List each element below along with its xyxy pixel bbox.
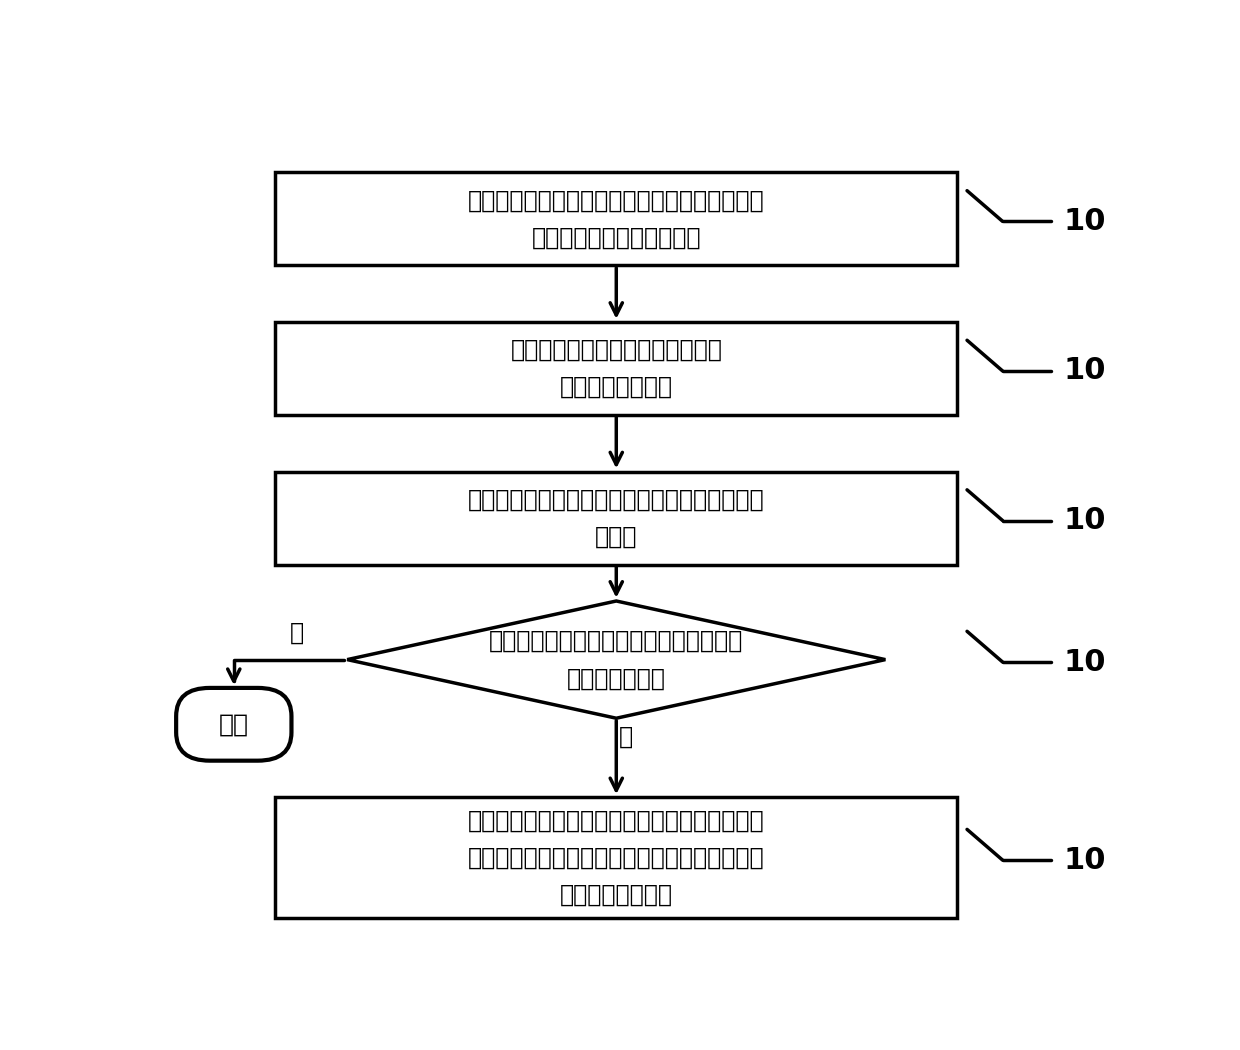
Text: 10: 10 — [1063, 845, 1106, 875]
FancyBboxPatch shape — [275, 797, 957, 919]
Text: 10: 10 — [1063, 648, 1106, 676]
Text: 将输出时钟信号作为反馈时钟信号输入第二锁相
环回路: 将输出时钟信号作为反馈时钟信号输入第二锁相 环回路 — [467, 487, 765, 549]
FancyBboxPatch shape — [275, 322, 957, 415]
FancyBboxPatch shape — [176, 688, 291, 760]
FancyBboxPatch shape — [275, 471, 957, 565]
Text: 将第一时钟信号输入第一锁相环回路，将第二时
钟信号输入第二锁相环回路: 将第一时钟信号输入第一锁相环回路，将第二时 钟信号输入第二锁相环回路 — [467, 188, 765, 250]
Text: 调整预置的第一时钟信号与其输出时钟信号的相
位差，直至检测到第二锁相环回路的输出信号中
存在相位锁定信号: 调整预置的第一时钟信号与其输出时钟信号的相 位差，直至检测到第二锁相环回路的输出… — [467, 808, 765, 907]
Text: 10: 10 — [1063, 207, 1106, 236]
Text: 结束: 结束 — [218, 712, 249, 736]
Text: 10: 10 — [1063, 506, 1106, 536]
Text: 是: 是 — [290, 621, 304, 645]
Text: 预置第一时钟信号与其产生的输出
时钟信号的相位差: 预置第一时钟信号与其产生的输出 时钟信号的相位差 — [511, 338, 722, 399]
FancyBboxPatch shape — [275, 172, 957, 266]
Text: 否: 否 — [619, 724, 632, 749]
Text: 10: 10 — [1063, 357, 1106, 385]
Polygon shape — [347, 601, 885, 718]
Text: 检测第二锁相环回路的输出信号中是否存
在相位锁定信号: 检测第二锁相环回路的输出信号中是否存 在相位锁定信号 — [489, 629, 744, 690]
